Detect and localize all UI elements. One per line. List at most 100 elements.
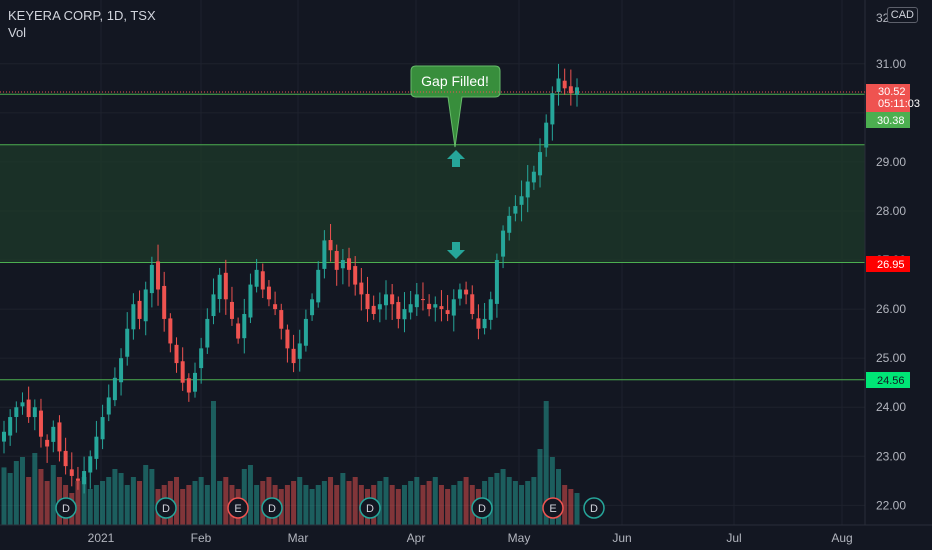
candle-body[interactable]: [119, 358, 124, 383]
candle-body[interactable]: [193, 372, 197, 392]
candle-body[interactable]: [402, 309, 407, 320]
candle-body[interactable]: [457, 289, 462, 299]
candle-body[interactable]: [174, 344, 179, 364]
candle-body[interactable]: [211, 294, 216, 317]
candle-body[interactable]: [519, 196, 524, 205]
candle-body[interactable]: [377, 304, 382, 310]
candle-body[interactable]: [248, 284, 253, 318]
candle-body[interactable]: [494, 260, 499, 304]
candle-body[interactable]: [334, 251, 339, 270]
candle-body[interactable]: [525, 181, 530, 198]
dividend-marker[interactable]: D: [583, 497, 605, 519]
candle-body[interactable]: [149, 264, 154, 294]
candle-body[interactable]: [562, 80, 567, 89]
candle-body[interactable]: [143, 289, 148, 322]
candle-body[interactable]: [359, 282, 364, 295]
candle-body[interactable]: [75, 478, 80, 481]
candle-body[interactable]: [340, 260, 345, 269]
candle-body[interactable]: [137, 300, 142, 319]
candle-body[interactable]: [279, 310, 284, 329]
candle-body[interactable]: [347, 258, 352, 270]
candle-body[interactable]: [297, 343, 302, 359]
earnings-marker[interactable]: E: [542, 497, 564, 519]
candle-body[interactable]: [291, 348, 296, 364]
candle-body[interactable]: [8, 417, 13, 436]
candle-body[interactable]: [384, 294, 388, 306]
symbol-legend[interactable]: KEYERA CORP, 1D, TSX: [8, 8, 156, 23]
candle-body[interactable]: [125, 328, 130, 357]
candle-body[interactable]: [568, 86, 573, 94]
candle-body[interactable]: [310, 299, 315, 316]
candle-body[interactable]: [254, 269, 259, 287]
candle-body[interactable]: [100, 417, 105, 440]
candle-body[interactable]: [168, 318, 173, 344]
candle-body[interactable]: [439, 306, 444, 310]
candle-body[interactable]: [408, 304, 413, 313]
candle-body[interactable]: [285, 329, 290, 349]
dividend-marker[interactable]: D: [359, 497, 381, 519]
candle-body[interactable]: [371, 305, 376, 315]
candle-body[interactable]: [205, 318, 210, 348]
candle-body[interactable]: [217, 274, 222, 300]
candle-body[interactable]: [63, 450, 68, 467]
candle-body[interactable]: [488, 299, 493, 320]
candle-body[interactable]: [390, 294, 395, 305]
candle-body[interactable]: [464, 289, 469, 295]
candle-body[interactable]: [32, 407, 37, 418]
candle-body[interactable]: [45, 439, 50, 447]
candle-body[interactable]: [266, 286, 271, 300]
dividend-marker[interactable]: D: [55, 497, 77, 519]
volume-legend[interactable]: Vol: [8, 25, 27, 40]
candle-body[interactable]: [476, 318, 481, 329]
candle-body[interactable]: [507, 215, 512, 233]
candle-body[interactable]: [131, 304, 136, 330]
candle-body[interactable]: [88, 456, 93, 473]
candle-body[interactable]: [420, 299, 425, 301]
dividend-marker[interactable]: D: [471, 497, 493, 519]
candle-body[interactable]: [575, 87, 579, 95]
candle-body[interactable]: [20, 402, 25, 407]
dividend-marker[interactable]: D: [155, 497, 177, 519]
candle-body[interactable]: [26, 399, 31, 418]
candle-body[interactable]: [544, 122, 549, 148]
candle-body[interactable]: [501, 230, 506, 257]
candle-body[interactable]: [328, 240, 333, 251]
shaded-gap-zone[interactable]: [0, 144, 865, 263]
earnings-marker[interactable]: E: [227, 497, 249, 519]
candle-body[interactable]: [550, 93, 555, 125]
candle-body[interactable]: [470, 294, 475, 315]
candle-body[interactable]: [223, 272, 228, 300]
candle-body[interactable]: [365, 293, 370, 310]
candle-body[interactable]: [82, 471, 87, 485]
candle-body[interactable]: [482, 318, 487, 329]
candle-body[interactable]: [199, 348, 204, 369]
candle-body[interactable]: [2, 431, 6, 442]
candle-body[interactable]: [38, 410, 43, 437]
candle-body[interactable]: [180, 361, 185, 383]
candle-body[interactable]: [69, 469, 74, 476]
candle-body[interactable]: [14, 407, 19, 417]
candle-body[interactable]: [531, 171, 536, 183]
candle-body[interactable]: [51, 426, 56, 442]
candle-body[interactable]: [396, 302, 401, 319]
candle-body[interactable]: [186, 378, 191, 393]
candle-body[interactable]: [513, 206, 518, 214]
candle-body[interactable]: [445, 310, 450, 315]
candle-body[interactable]: [538, 152, 543, 176]
gap-filled-callout[interactable]: Gap Filled!: [410, 65, 501, 148]
candle-body[interactable]: [242, 314, 247, 339]
candle-body[interactable]: [451, 299, 456, 316]
candle-body[interactable]: [316, 269, 321, 303]
candle-body[interactable]: [156, 261, 161, 290]
candle-body[interactable]: [273, 304, 278, 310]
candle-body[interactable]: [414, 294, 419, 308]
currency-badge[interactable]: CAD: [886, 7, 918, 23]
dividend-marker[interactable]: D: [261, 497, 283, 519]
candle-body[interactable]: [106, 397, 111, 415]
candle-body[interactable]: [556, 78, 561, 93]
candle-body[interactable]: [57, 422, 62, 452]
candle-body[interactable]: [94, 436, 99, 459]
candle-body[interactable]: [112, 377, 117, 401]
candle-body[interactable]: [303, 318, 308, 346]
